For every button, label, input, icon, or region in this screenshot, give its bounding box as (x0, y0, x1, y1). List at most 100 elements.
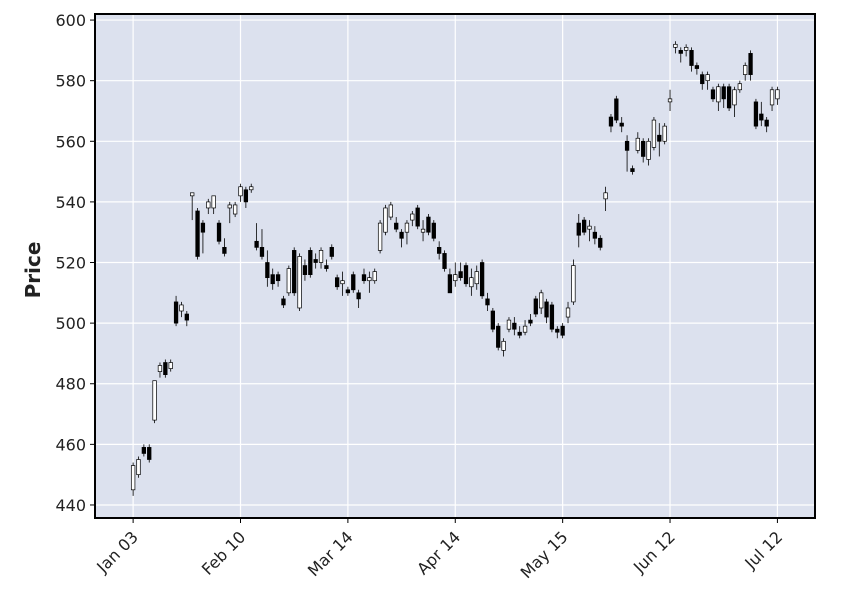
candle-body (700, 74, 705, 85)
candle-body (453, 274, 458, 282)
y-tick-label: 480 (55, 375, 86, 394)
candle-body (603, 192, 608, 200)
candle-body (479, 262, 485, 297)
x-tick-label: Mar 14 (304, 527, 357, 580)
candle-body (657, 134, 662, 142)
candle-body (437, 247, 442, 254)
candle-body (367, 277, 372, 282)
candle-body (689, 50, 694, 66)
candle-body (259, 247, 265, 257)
candle-body (705, 74, 710, 82)
candles (130, 41, 780, 496)
candle-body (334, 277, 340, 288)
candle-body (222, 247, 227, 254)
candle-body (195, 210, 200, 257)
x-tick-label: Jul 12 (740, 527, 786, 573)
candle-body (329, 247, 334, 257)
candle-body (254, 240, 259, 248)
candle-body (716, 86, 721, 103)
candle-body (528, 319, 533, 324)
candle-body (420, 228, 426, 233)
candle-body (361, 274, 367, 282)
candle-body (646, 140, 651, 160)
candle-body (318, 250, 324, 263)
candle-body (211, 195, 216, 209)
candle-body (163, 362, 168, 375)
candle-body (136, 459, 141, 476)
candle-body (592, 231, 598, 239)
candle-body (560, 325, 565, 336)
candle-body (265, 262, 270, 279)
candle-body (683, 46, 689, 51)
x-tick-label: Feb 10 (198, 527, 249, 578)
candle-body (501, 340, 506, 351)
candle-body (431, 222, 436, 239)
candle-body (576, 222, 581, 236)
candle-body (179, 304, 184, 312)
y-tick-label: 560 (55, 132, 86, 151)
candle-body (190, 192, 195, 197)
candle-body (130, 465, 136, 491)
x-tick-label: May 15 (517, 527, 572, 582)
candle-body (232, 204, 238, 215)
candle-body (764, 119, 769, 127)
candle-body (351, 274, 356, 291)
candle-body (469, 277, 474, 288)
candle-body (270, 274, 275, 285)
candle-body (667, 98, 673, 103)
candle-body (404, 222, 410, 233)
candle-body (571, 265, 576, 303)
candle-body (694, 65, 700, 69)
candle-body (249, 186, 254, 191)
candle-body (200, 222, 206, 233)
candle-body (678, 50, 683, 54)
candle-body (775, 89, 780, 100)
candle-body (474, 271, 479, 285)
candle-body (759, 113, 764, 121)
candle-body (345, 289, 351, 294)
candle-body (614, 98, 619, 121)
candle-body (147, 447, 152, 460)
candle-body (302, 265, 308, 275)
candle-body (458, 271, 463, 279)
x-tick-label: Jun 12 (629, 527, 679, 577)
candle-body (565, 307, 571, 318)
candle-body (598, 237, 603, 248)
y-tick-label: 580 (55, 72, 86, 91)
candle-body (275, 274, 281, 282)
x-tick-label: Apr 14 (413, 527, 464, 578)
candle-body (243, 189, 249, 203)
candle-body (522, 325, 528, 333)
candle-body (533, 298, 538, 315)
candle-body (410, 213, 415, 221)
candle-body (227, 204, 232, 209)
candle-body (292, 250, 297, 294)
candle-body (517, 331, 522, 336)
y-tick-label: 500 (55, 314, 86, 333)
candle-body (662, 125, 667, 142)
candle-body (184, 313, 189, 321)
candle-body (308, 250, 313, 275)
candle-body (377, 222, 383, 251)
candle-body (673, 43, 678, 48)
candle-body (512, 322, 517, 330)
candle-body (216, 222, 222, 242)
candle-body (619, 122, 624, 127)
y-axis-label: Price (21, 242, 45, 299)
candle-body (399, 231, 404, 239)
plot-frame (94, 13, 816, 519)
candle-body (388, 204, 393, 218)
candle-body (641, 140, 646, 157)
candle-body (732, 89, 737, 106)
y-tick-label: 600 (55, 11, 86, 30)
candle-body (394, 222, 399, 230)
candle-body (544, 301, 549, 318)
candle-body (587, 225, 592, 230)
candle-body (630, 168, 635, 172)
candle-body (726, 86, 732, 109)
candle-body (608, 116, 614, 127)
candle-body (721, 86, 726, 100)
candle-body (555, 328, 560, 333)
candle-body (743, 65, 748, 75)
